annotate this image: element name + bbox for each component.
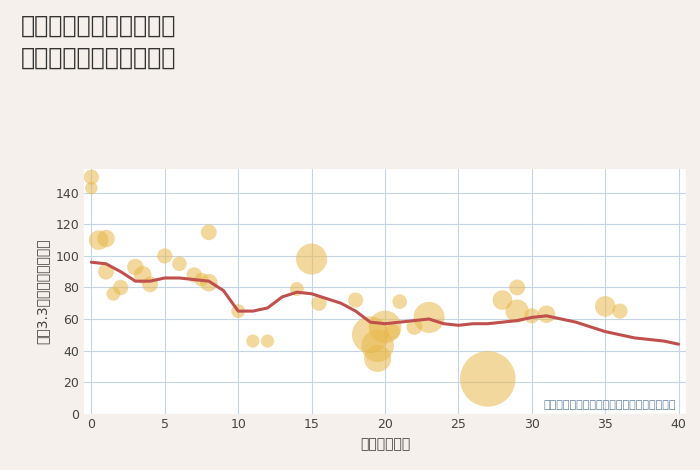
- Point: [379, 323, 391, 330]
- Point: [93, 236, 104, 244]
- Point: [188, 271, 199, 279]
- Point: [350, 296, 361, 304]
- Point: [203, 228, 214, 236]
- Y-axis label: 坪（3.3㎡）単価（万円）: 坪（3.3㎡）単価（万円）: [36, 239, 50, 344]
- Point: [262, 337, 273, 345]
- Point: [130, 263, 141, 271]
- Point: [512, 307, 523, 315]
- Text: 神奈川県厚木市妻田東の
築年数別中古戸建て価格: 神奈川県厚木市妻田東の 築年数別中古戸建て価格: [21, 14, 176, 70]
- Point: [203, 279, 214, 287]
- Point: [247, 337, 258, 345]
- Point: [85, 173, 97, 181]
- Point: [115, 284, 126, 291]
- Point: [100, 235, 111, 243]
- Point: [85, 184, 97, 192]
- Point: [600, 303, 611, 310]
- Point: [615, 307, 626, 315]
- Point: [144, 281, 155, 288]
- Point: [174, 260, 185, 267]
- Point: [512, 284, 523, 291]
- Point: [386, 328, 398, 336]
- Point: [372, 342, 384, 350]
- Point: [196, 276, 207, 283]
- Point: [372, 355, 384, 362]
- Point: [232, 307, 244, 315]
- Point: [306, 255, 317, 263]
- Point: [159, 252, 170, 260]
- Point: [497, 296, 508, 304]
- Point: [424, 313, 435, 321]
- Point: [314, 299, 325, 307]
- Text: 円の大きさは、取引のあった物件面積を示す: 円の大きさは、取引のあった物件面積を示す: [543, 400, 676, 410]
- Point: [137, 271, 148, 279]
- Point: [541, 311, 552, 318]
- Point: [291, 285, 302, 293]
- Point: [108, 290, 119, 298]
- Point: [100, 268, 111, 275]
- Point: [482, 375, 493, 383]
- Point: [365, 331, 376, 338]
- Point: [409, 323, 420, 330]
- Point: [394, 298, 405, 306]
- Point: [526, 312, 538, 320]
- X-axis label: 築年数（年）: 築年数（年）: [360, 437, 410, 451]
